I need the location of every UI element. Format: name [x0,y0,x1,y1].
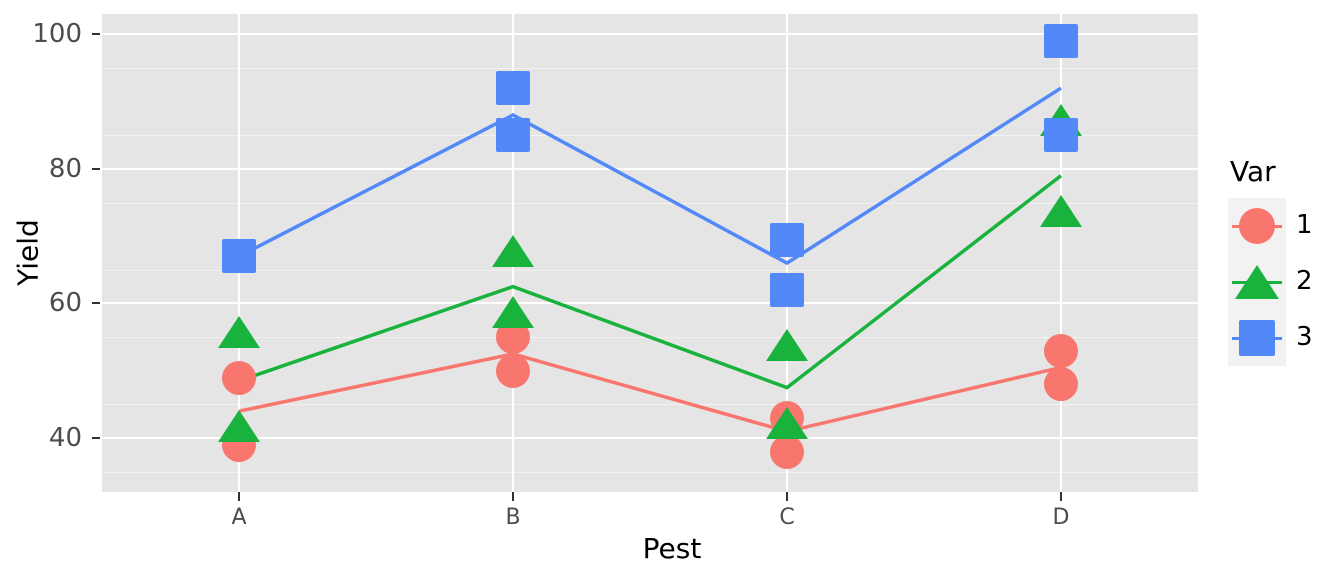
gridline-minor [102,135,1198,137]
data-point-3 [496,118,530,153]
data-point-3 [770,273,804,308]
x-axis-tick-label: C [779,505,795,530]
y-axis-tick-label: 40 [48,423,82,454]
gridline-major [102,302,1198,305]
data-point-2 [766,329,808,362]
data-point-2 [492,235,534,267]
data-point-3 [1044,23,1078,58]
x-axis-tick-label: B [505,505,521,530]
legend: Var 1 2 3 [1228,158,1338,366]
x-axis-tick-label: A [231,505,247,530]
y-axis-tick-mark [92,167,100,170]
gridline-major [102,33,1198,36]
gridline-minor [102,67,1198,69]
legend-item-1[interactable]: 1 [1228,198,1338,254]
data-point-1 [1044,333,1078,368]
legend-item-label: 3 [1296,322,1313,352]
series-lines-layer [238,86,1063,434]
legend-item-2[interactable]: 2 [1228,254,1338,310]
x-axis-tick-mark [238,492,240,501]
x-axis-tick-mark [786,492,788,501]
gridline-vertical [1060,14,1062,492]
data-point-1 [770,434,804,469]
x-axis-tick-label: D [1052,505,1070,530]
data-point-1 [222,360,256,395]
x-axis-title: Pest [642,532,702,565]
y-axis-tick-label: 100 [32,19,82,50]
legend-items: 1 2 3 [1228,198,1338,366]
data-point-2 [766,406,808,439]
triangle-icon [1235,265,1279,299]
data-point-1 [1044,367,1078,402]
data-point-2 [218,410,260,443]
gridline-major [102,437,1198,440]
data-point-3 [222,239,256,274]
y-axis-tick-mark [92,437,100,440]
legend-title: Var [1230,155,1276,188]
y-axis-tick-label: 60 [48,288,82,319]
gridline-minor [102,471,1198,473]
legend-item-label: 1 [1296,210,1313,240]
x-axis-tick-mark [1060,492,1062,501]
gridline-minor [102,269,1198,271]
series-line-3 [238,86,1062,266]
data-point-2 [492,295,534,328]
data-point-2 [1040,194,1082,227]
y-axis-tick-mark [92,302,100,305]
y-axis-tick-mark [92,33,100,36]
series-line-1 [238,352,1062,434]
data-point-3 [1044,118,1078,153]
x-axis-tick-mark [512,492,514,501]
gridline-minor [102,202,1198,204]
data-point-3 [496,71,530,106]
plot-panel [102,14,1198,492]
y-axis-title: Yield [11,219,45,286]
data-point-1 [496,353,530,388]
series-line-2 [238,174,1063,390]
gridline-minor [102,404,1198,406]
gridline-major [102,167,1198,170]
data-point-3 [770,222,804,257]
y-axis-tick-label: 80 [48,153,82,184]
square-icon [1239,320,1275,356]
legend-item-label: 2 [1296,266,1313,296]
data-point-2 [218,315,260,348]
circle-icon [1239,208,1275,244]
legend-item-3[interactable]: 3 [1228,310,1338,366]
